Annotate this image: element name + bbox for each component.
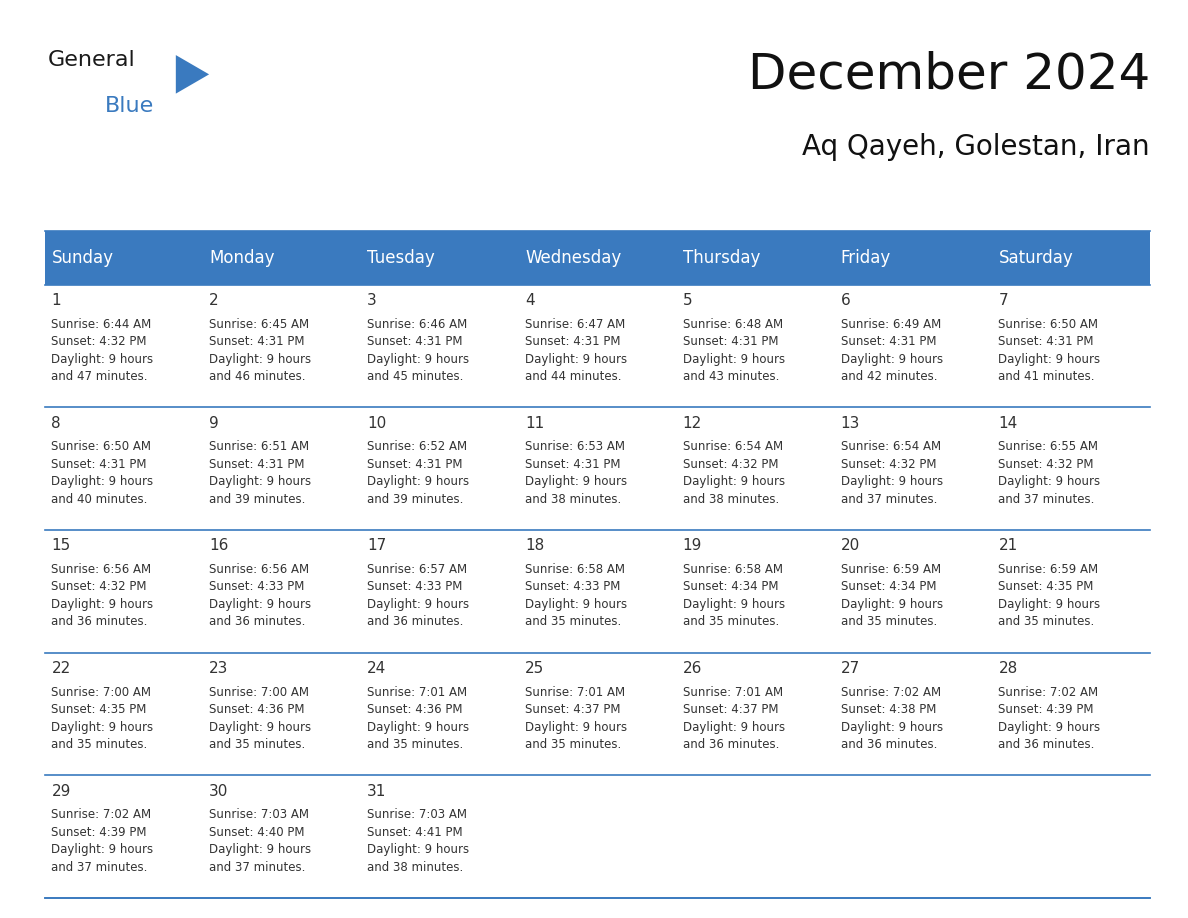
Text: 3: 3 <box>367 293 377 308</box>
Bar <box>45 775 1150 898</box>
Text: Sunrise: 6:53 AM
Sunset: 4:31 PM
Daylight: 9 hours
and 38 minutes.: Sunrise: 6:53 AM Sunset: 4:31 PM Dayligh… <box>525 441 627 506</box>
Text: Sunrise: 6:54 AM
Sunset: 4:32 PM
Daylight: 9 hours
and 37 minutes.: Sunrise: 6:54 AM Sunset: 4:32 PM Dayligh… <box>841 441 943 506</box>
Bar <box>45 231 1150 285</box>
Text: General: General <box>48 50 135 71</box>
Bar <box>45 653 1150 775</box>
Text: Sunrise: 7:02 AM
Sunset: 4:39 PM
Daylight: 9 hours
and 37 minutes.: Sunrise: 7:02 AM Sunset: 4:39 PM Dayligh… <box>51 808 153 874</box>
Text: Sunrise: 6:44 AM
Sunset: 4:32 PM
Daylight: 9 hours
and 47 minutes.: Sunrise: 6:44 AM Sunset: 4:32 PM Dayligh… <box>51 318 153 383</box>
Text: December 2024: December 2024 <box>747 50 1150 98</box>
Text: Sunrise: 7:01 AM
Sunset: 4:37 PM
Daylight: 9 hours
and 36 minutes.: Sunrise: 7:01 AM Sunset: 4:37 PM Dayligh… <box>683 686 785 751</box>
Text: 5: 5 <box>683 293 693 308</box>
Bar <box>45 285 1150 408</box>
Text: 17: 17 <box>367 539 386 554</box>
Text: Sunrise: 7:02 AM
Sunset: 4:39 PM
Daylight: 9 hours
and 36 minutes.: Sunrise: 7:02 AM Sunset: 4:39 PM Dayligh… <box>998 686 1100 751</box>
Text: 8: 8 <box>51 416 61 431</box>
Text: Sunrise: 6:58 AM
Sunset: 4:34 PM
Daylight: 9 hours
and 35 minutes.: Sunrise: 6:58 AM Sunset: 4:34 PM Dayligh… <box>683 563 785 629</box>
Text: 23: 23 <box>209 661 228 676</box>
Text: Sunrise: 7:02 AM
Sunset: 4:38 PM
Daylight: 9 hours
and 36 minutes.: Sunrise: 7:02 AM Sunset: 4:38 PM Dayligh… <box>841 686 943 751</box>
Text: Sunrise: 6:46 AM
Sunset: 4:31 PM
Daylight: 9 hours
and 45 minutes.: Sunrise: 6:46 AM Sunset: 4:31 PM Dayligh… <box>367 318 469 383</box>
Text: Blue: Blue <box>105 96 153 117</box>
Text: Sunrise: 6:58 AM
Sunset: 4:33 PM
Daylight: 9 hours
and 35 minutes.: Sunrise: 6:58 AM Sunset: 4:33 PM Dayligh… <box>525 563 627 629</box>
Text: Sunrise: 6:59 AM
Sunset: 4:34 PM
Daylight: 9 hours
and 35 minutes.: Sunrise: 6:59 AM Sunset: 4:34 PM Dayligh… <box>841 563 943 629</box>
Text: Wednesday: Wednesday <box>525 249 621 267</box>
Text: 13: 13 <box>841 416 860 431</box>
Text: 12: 12 <box>683 416 702 431</box>
Text: Sunrise: 6:52 AM
Sunset: 4:31 PM
Daylight: 9 hours
and 39 minutes.: Sunrise: 6:52 AM Sunset: 4:31 PM Dayligh… <box>367 441 469 506</box>
Text: 9: 9 <box>209 416 219 431</box>
Text: Sunrise: 6:57 AM
Sunset: 4:33 PM
Daylight: 9 hours
and 36 minutes.: Sunrise: 6:57 AM Sunset: 4:33 PM Dayligh… <box>367 563 469 629</box>
Text: Sunrise: 7:03 AM
Sunset: 4:40 PM
Daylight: 9 hours
and 37 minutes.: Sunrise: 7:03 AM Sunset: 4:40 PM Dayligh… <box>209 808 311 874</box>
Text: 24: 24 <box>367 661 386 676</box>
Text: Monday: Monday <box>209 249 274 267</box>
Text: Sunrise: 6:56 AM
Sunset: 4:33 PM
Daylight: 9 hours
and 36 minutes.: Sunrise: 6:56 AM Sunset: 4:33 PM Dayligh… <box>209 563 311 629</box>
Text: 26: 26 <box>683 661 702 676</box>
Text: Sunrise: 6:47 AM
Sunset: 4:31 PM
Daylight: 9 hours
and 44 minutes.: Sunrise: 6:47 AM Sunset: 4:31 PM Dayligh… <box>525 318 627 383</box>
Text: Sunrise: 7:01 AM
Sunset: 4:37 PM
Daylight: 9 hours
and 35 minutes.: Sunrise: 7:01 AM Sunset: 4:37 PM Dayligh… <box>525 686 627 751</box>
Text: 18: 18 <box>525 539 544 554</box>
Text: 14: 14 <box>998 416 1018 431</box>
Text: 25: 25 <box>525 661 544 676</box>
Text: Sunrise: 7:00 AM
Sunset: 4:35 PM
Daylight: 9 hours
and 35 minutes.: Sunrise: 7:00 AM Sunset: 4:35 PM Dayligh… <box>51 686 153 751</box>
Text: Sunrise: 6:48 AM
Sunset: 4:31 PM
Daylight: 9 hours
and 43 minutes.: Sunrise: 6:48 AM Sunset: 4:31 PM Dayligh… <box>683 318 785 383</box>
Polygon shape <box>176 55 209 94</box>
Text: Aq Qayeh, Golestan, Iran: Aq Qayeh, Golestan, Iran <box>802 133 1150 162</box>
Text: Sunrise: 6:51 AM
Sunset: 4:31 PM
Daylight: 9 hours
and 39 minutes.: Sunrise: 6:51 AM Sunset: 4:31 PM Dayligh… <box>209 441 311 506</box>
Text: Sunrise: 6:50 AM
Sunset: 4:31 PM
Daylight: 9 hours
and 41 minutes.: Sunrise: 6:50 AM Sunset: 4:31 PM Dayligh… <box>998 318 1100 383</box>
Text: Sunrise: 6:59 AM
Sunset: 4:35 PM
Daylight: 9 hours
and 35 minutes.: Sunrise: 6:59 AM Sunset: 4:35 PM Dayligh… <box>998 563 1100 629</box>
Text: Sunrise: 6:45 AM
Sunset: 4:31 PM
Daylight: 9 hours
and 46 minutes.: Sunrise: 6:45 AM Sunset: 4:31 PM Dayligh… <box>209 318 311 383</box>
Text: 7: 7 <box>998 293 1009 308</box>
Text: 2: 2 <box>209 293 219 308</box>
Text: Sunrise: 7:01 AM
Sunset: 4:36 PM
Daylight: 9 hours
and 35 minutes.: Sunrise: 7:01 AM Sunset: 4:36 PM Dayligh… <box>367 686 469 751</box>
Text: 10: 10 <box>367 416 386 431</box>
Text: Saturday: Saturday <box>998 249 1073 267</box>
Text: 31: 31 <box>367 784 386 799</box>
Text: Sunrise: 6:49 AM
Sunset: 4:31 PM
Daylight: 9 hours
and 42 minutes.: Sunrise: 6:49 AM Sunset: 4:31 PM Dayligh… <box>841 318 943 383</box>
Text: Sunrise: 7:03 AM
Sunset: 4:41 PM
Daylight: 9 hours
and 38 minutes.: Sunrise: 7:03 AM Sunset: 4:41 PM Dayligh… <box>367 808 469 874</box>
Text: 1: 1 <box>51 293 61 308</box>
Text: Thursday: Thursday <box>683 249 760 267</box>
Text: 16: 16 <box>209 539 228 554</box>
Text: 21: 21 <box>998 539 1018 554</box>
Text: Sunrise: 6:54 AM
Sunset: 4:32 PM
Daylight: 9 hours
and 38 minutes.: Sunrise: 6:54 AM Sunset: 4:32 PM Dayligh… <box>683 441 785 506</box>
Text: 15: 15 <box>51 539 71 554</box>
Text: Sunrise: 6:56 AM
Sunset: 4:32 PM
Daylight: 9 hours
and 36 minutes.: Sunrise: 6:56 AM Sunset: 4:32 PM Dayligh… <box>51 563 153 629</box>
Text: 11: 11 <box>525 416 544 431</box>
Text: 20: 20 <box>841 539 860 554</box>
Text: 19: 19 <box>683 539 702 554</box>
Text: 4: 4 <box>525 293 535 308</box>
Text: 30: 30 <box>209 784 228 799</box>
Text: Sunday: Sunday <box>51 249 114 267</box>
Bar <box>45 530 1150 653</box>
Text: Friday: Friday <box>841 249 891 267</box>
Text: 29: 29 <box>51 784 71 799</box>
Text: 6: 6 <box>841 293 851 308</box>
Text: Sunrise: 7:00 AM
Sunset: 4:36 PM
Daylight: 9 hours
and 35 minutes.: Sunrise: 7:00 AM Sunset: 4:36 PM Dayligh… <box>209 686 311 751</box>
Text: Sunrise: 6:55 AM
Sunset: 4:32 PM
Daylight: 9 hours
and 37 minutes.: Sunrise: 6:55 AM Sunset: 4:32 PM Dayligh… <box>998 441 1100 506</box>
Text: 28: 28 <box>998 661 1018 676</box>
Text: Sunrise: 6:50 AM
Sunset: 4:31 PM
Daylight: 9 hours
and 40 minutes.: Sunrise: 6:50 AM Sunset: 4:31 PM Dayligh… <box>51 441 153 506</box>
Text: 27: 27 <box>841 661 860 676</box>
Bar <box>45 408 1150 530</box>
Text: 22: 22 <box>51 661 71 676</box>
Text: Tuesday: Tuesday <box>367 249 435 267</box>
